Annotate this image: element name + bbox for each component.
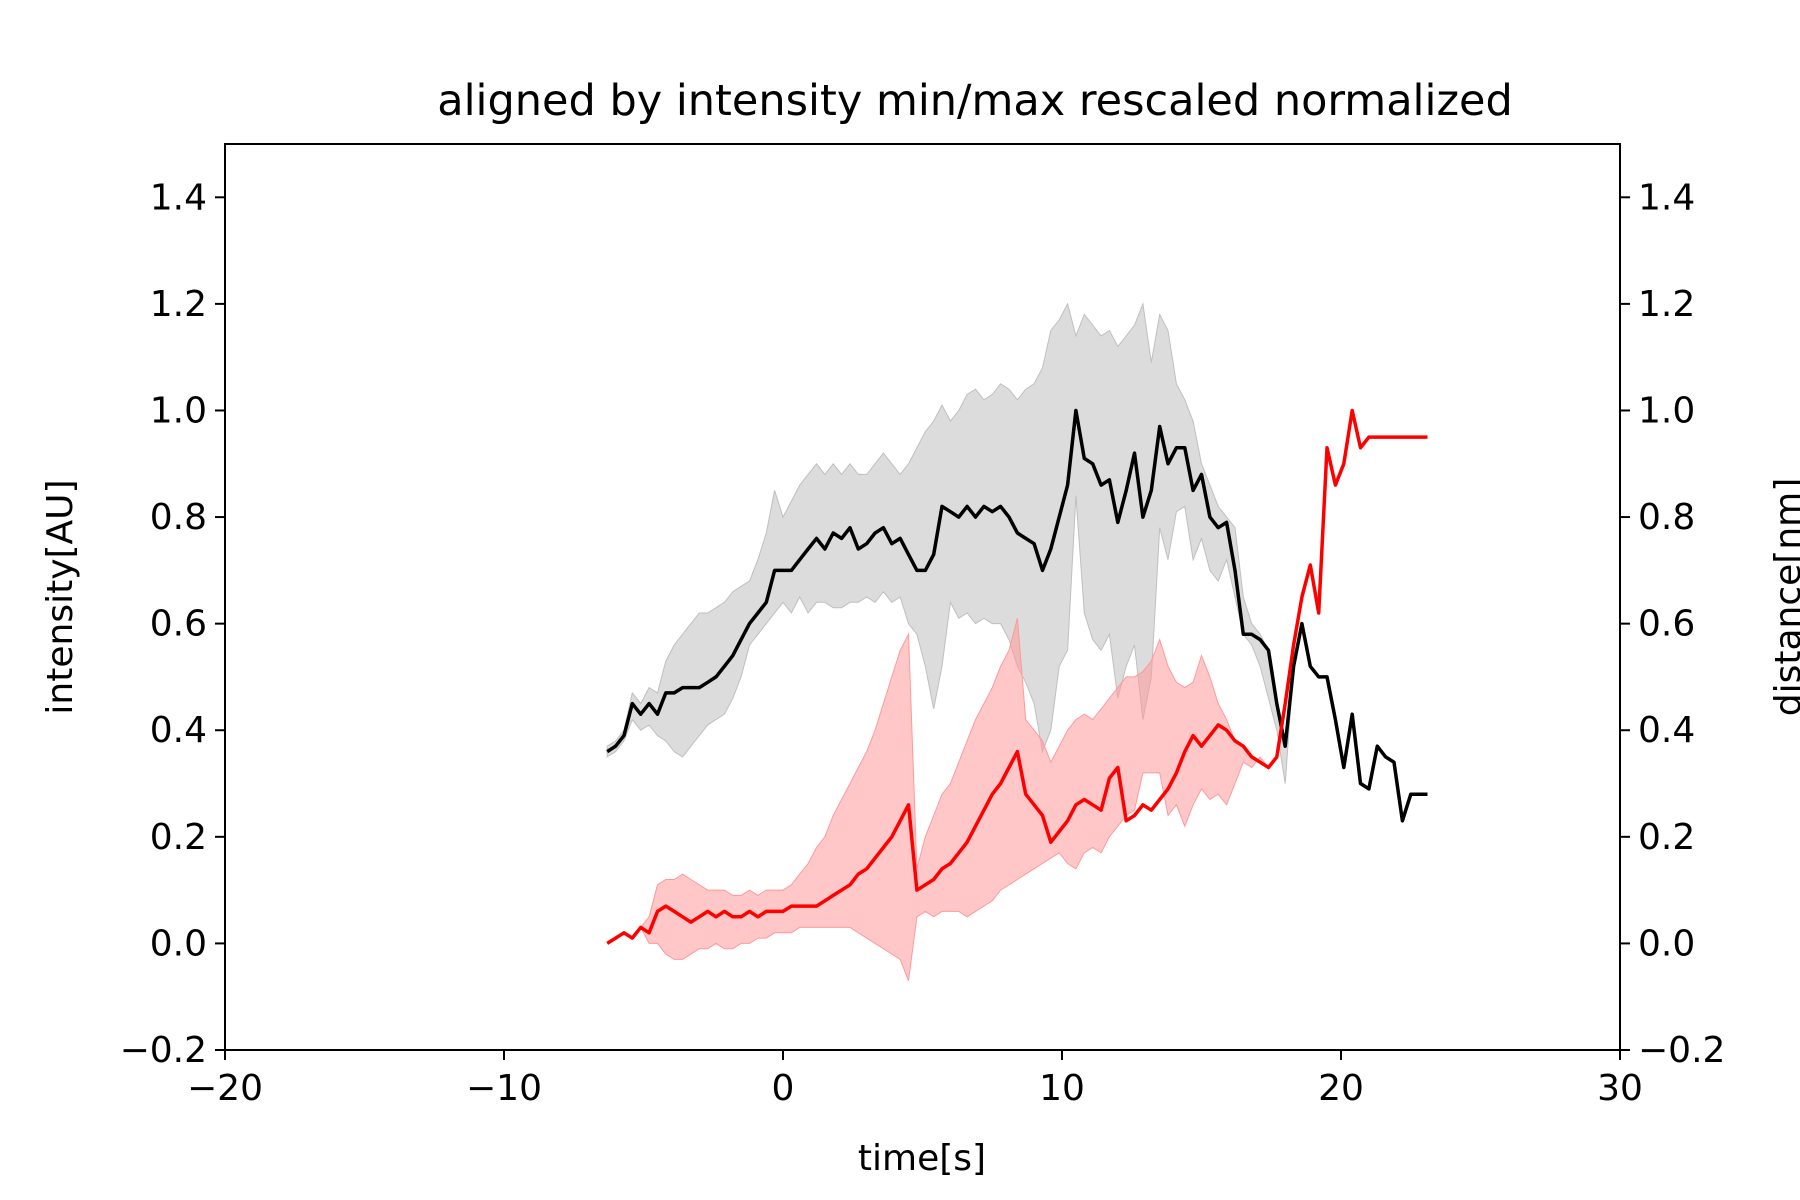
y-tick-label-left: 0.6 [150, 604, 207, 645]
x-axis: −20 −10 0 10 20 30 [187, 1050, 1643, 1109]
y-tick-label-left: 0.2 [150, 817, 207, 858]
y-axis-left: −0.2 0.0 0.2 0.4 0.6 0.8 1.0 1.2 1.4 [120, 177, 225, 1071]
y-tick-label-right: 0.2 [1638, 817, 1695, 858]
x-tick-label: 10 [1039, 1068, 1085, 1109]
x-tick-label: 20 [1318, 1068, 1364, 1109]
chart-title: aligned by intensity min/max rescaled no… [437, 76, 1513, 126]
y-tick-label-right: 1.2 [1638, 284, 1695, 325]
series-2-line [606, 408, 1428, 945]
x-tick-label: 0 [772, 1068, 795, 1109]
x-tick-label: −10 [466, 1068, 542, 1109]
y-tick-label-left: 0.0 [150, 923, 207, 964]
y-axis-label-left: intensity[AU] [40, 479, 81, 714]
y-tick-label-left: 1.4 [150, 177, 207, 218]
y-tick-label-left: −0.2 [120, 1030, 207, 1071]
y-tick-label-left: 1.2 [150, 284, 207, 325]
y-tick-label-right: 1.4 [1638, 177, 1695, 218]
x-tick-label: −20 [187, 1068, 263, 1109]
y-axis-label-right: distance[nm] [1768, 478, 1800, 717]
y-tick-label-right: −0.2 [1638, 1030, 1725, 1071]
y-tick-label-left: 0.4 [150, 710, 207, 751]
y-axis-right: −0.2 0.0 0.2 0.4 0.6 0.8 1.0 1.2 1.4 [1620, 177, 1725, 1071]
y-tick-label-right: 0.0 [1638, 923, 1695, 964]
y-tick-label-left: 0.8 [150, 497, 207, 538]
plot-area [606, 301, 1428, 981]
y-tick-label-left: 1.0 [150, 390, 207, 431]
axes-frame [224, 143, 1621, 1051]
x-axis-label: time[s] [858, 1138, 986, 1179]
y-tick-label-right: 0.4 [1638, 710, 1695, 751]
y-tick-label-right: 0.8 [1638, 497, 1695, 538]
y-tick-label-right: 1.0 [1638, 390, 1695, 431]
series-1-line [606, 408, 1428, 823]
x-tick-label: 30 [1597, 1068, 1643, 1109]
y-tick-label-right: 0.6 [1638, 604, 1695, 645]
series-2-band [606, 410, 1428, 981]
